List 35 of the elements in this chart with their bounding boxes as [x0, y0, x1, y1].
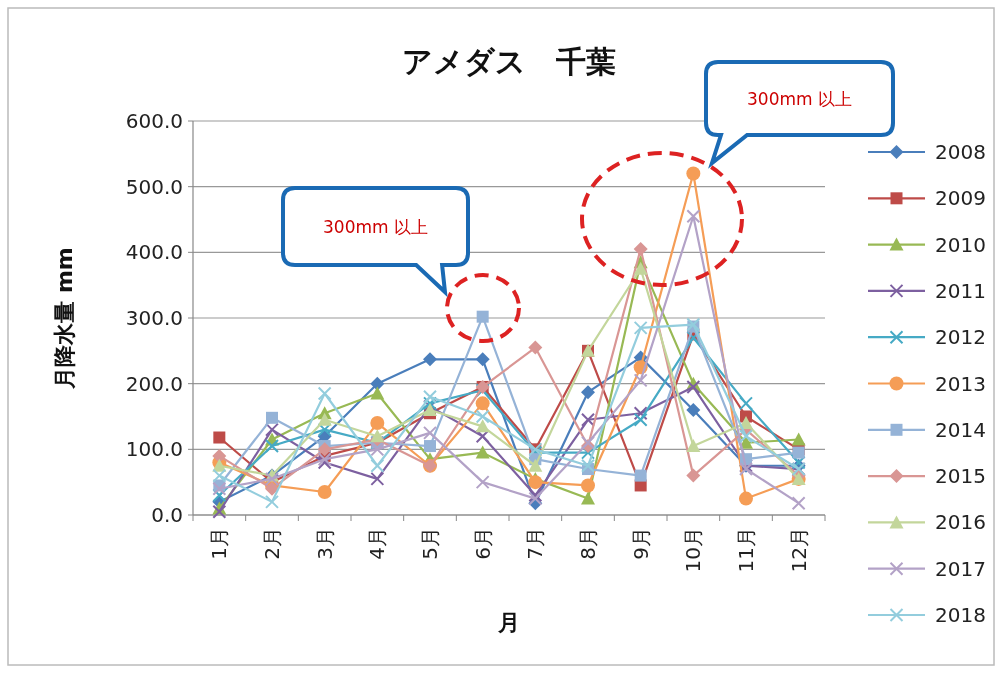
y-tick-label: 100.0	[125, 437, 183, 462]
x-tick-label: 10月	[681, 527, 706, 573]
y-tick-label: 500.0	[125, 174, 183, 199]
y-tick-label: 400.0	[125, 240, 183, 265]
text: 300mm 以上	[747, 88, 852, 109]
y-tick-label: 300.0	[125, 306, 183, 330]
legend-label: 2017	[935, 556, 986, 581]
x-tick-label: 11月	[734, 527, 758, 573]
chart-title: アメダス 千葉	[402, 44, 616, 79]
x-tick-label: 4月	[365, 527, 390, 560]
x-tick-label: 6月	[470, 527, 495, 560]
x-tick-label: 9月	[628, 527, 653, 560]
legend-label: 2016	[935, 510, 986, 535]
legend-label: 2008	[935, 140, 986, 164]
annotation: 300mm 以上	[323, 216, 428, 237]
legend-label: 2014	[935, 417, 986, 442]
x-tick-label: 12月	[786, 527, 811, 573]
legend-label: 2010	[935, 232, 986, 257]
legend-label: 2015	[935, 464, 986, 489]
x-tick-label: 5月	[418, 527, 442, 560]
y-axis-title: 月降水量 mm	[52, 247, 77, 390]
x-tick-label: 2月	[260, 527, 284, 560]
legend-label: 2012	[935, 325, 986, 350]
legend-label: 2011	[935, 278, 986, 303]
legend-label: 2018	[935, 603, 986, 627]
y-tick-label: 600.0	[125, 109, 183, 133]
x-tick-label: 3月	[312, 527, 337, 560]
legend-label: 2009	[935, 186, 986, 211]
y-tick-label: 200.0	[125, 371, 183, 396]
x-axis-title: 月	[497, 610, 520, 635]
x-tick-label: 1月	[207, 527, 232, 560]
y-tick-label: 0.0	[151, 503, 183, 527]
x-tick-label: 7月	[523, 527, 548, 560]
legend-label: 2013	[935, 371, 986, 396]
x-tick-label: 8月	[576, 527, 600, 560]
